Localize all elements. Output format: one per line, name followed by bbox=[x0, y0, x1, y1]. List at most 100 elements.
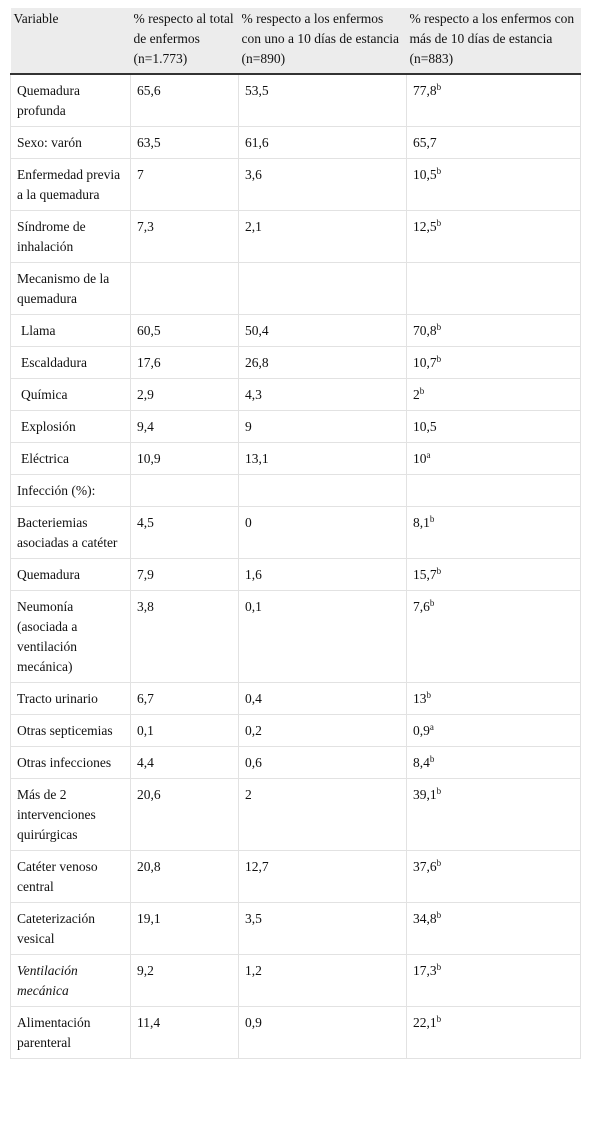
table-row: Infección (%): bbox=[10, 474, 581, 507]
value-cell: 39,1b bbox=[406, 778, 581, 851]
table-row: Mecanismo de la quemadura bbox=[10, 262, 581, 315]
header-cell: % respecto a los enfermos con más de 10 … bbox=[406, 8, 581, 75]
footnote-mark: b bbox=[429, 598, 435, 608]
row-label: Mecanismo de la quemadura bbox=[10, 262, 131, 315]
cell-value: 10,7 bbox=[413, 355, 437, 370]
row-label: Otras septicemias bbox=[10, 714, 131, 747]
value-cell: 20,6 bbox=[130, 778, 239, 851]
row-label: Enfermedad previa a la quemadura bbox=[10, 158, 131, 211]
value-cell: 10,7b bbox=[406, 346, 581, 379]
value-cell: 7,3 bbox=[130, 210, 239, 263]
value-cell: 10,9 bbox=[130, 442, 239, 475]
footnote-mark: b bbox=[436, 962, 442, 972]
value-cell: 0,4 bbox=[238, 682, 407, 715]
value-cell: 17,3b bbox=[406, 954, 581, 1007]
value-cell: 61,6 bbox=[238, 126, 407, 159]
cell-value: 10,5 bbox=[413, 167, 437, 182]
value-cell bbox=[406, 262, 581, 315]
cell-value: 10 bbox=[413, 451, 427, 466]
value-cell: 3,5 bbox=[238, 902, 407, 955]
footnote-mark: b bbox=[436, 1014, 442, 1024]
cell-value: 0,9 bbox=[413, 723, 430, 738]
table-row: Química 2,9 4,3 2b bbox=[10, 378, 581, 411]
value-cell: 0,9a bbox=[406, 714, 581, 747]
row-label: Alimentación parenteral bbox=[10, 1006, 131, 1059]
header-cell: % respecto a los enfermos con uno a 10 d… bbox=[238, 8, 407, 75]
value-cell: 3,8 bbox=[130, 590, 239, 683]
row-label: Sexo: varón bbox=[10, 126, 131, 159]
value-cell: 9,4 bbox=[130, 410, 239, 443]
value-cell: 26,8 bbox=[238, 346, 407, 379]
value-cell: 4,4 bbox=[130, 746, 239, 779]
header-cell: % respecto al total de enfermos (n=1.773… bbox=[130, 8, 239, 75]
value-cell bbox=[130, 474, 239, 507]
value-cell: 0,1 bbox=[130, 714, 239, 747]
value-cell: 53,5 bbox=[238, 73, 407, 127]
value-cell: 2 bbox=[238, 778, 407, 851]
value-cell: 11,4 bbox=[130, 1006, 239, 1059]
value-cell bbox=[238, 474, 407, 507]
value-cell: 60,5 bbox=[130, 314, 239, 347]
cell-value: 12,5 bbox=[413, 219, 437, 234]
value-cell: 1,2 bbox=[238, 954, 407, 1007]
value-cell: 0,9 bbox=[238, 1006, 407, 1059]
value-cell bbox=[130, 262, 239, 315]
value-cell: 4,5 bbox=[130, 506, 239, 559]
value-cell: 9,2 bbox=[130, 954, 239, 1007]
table-row: Alimentación parenteral 11,4 0,9 22,1b bbox=[10, 1006, 581, 1059]
row-label: Infección (%): bbox=[10, 474, 131, 507]
table-row: Enfermedad previa a la quemadura 7 3,6 10,5… bbox=[10, 158, 581, 211]
table-row: Síndrome de inhalación 7,3 2,1 12,5b bbox=[10, 210, 581, 263]
value-cell: 1,6 bbox=[238, 558, 407, 591]
footnote-mark: a bbox=[426, 450, 431, 460]
footnote-mark: b bbox=[436, 82, 442, 92]
value-cell: 37,6b bbox=[406, 850, 581, 903]
value-cell: 13,1 bbox=[238, 442, 407, 475]
table-row: Más de 2 intervenciones quirúrgicas 20,6 2… bbox=[10, 778, 581, 851]
value-cell: 63,5 bbox=[130, 126, 239, 159]
table-row: Ventilación mecánica 9,2 1,2 17,3b bbox=[10, 954, 581, 1007]
footnote-mark: b bbox=[429, 754, 435, 764]
row-label: Más de 2 intervenciones quirúrgicas bbox=[10, 778, 131, 851]
value-cell: 0,6 bbox=[238, 746, 407, 779]
value-cell: 8,4b bbox=[406, 746, 581, 779]
table-row: Bacteriemias asociadas a catéter 4,5 0 8,1b bbox=[10, 506, 581, 559]
value-cell: 20,8 bbox=[130, 850, 239, 903]
row-label: Síndrome de inhalación bbox=[10, 210, 131, 263]
value-cell: 10,5b bbox=[406, 158, 581, 211]
cell-value: 22,1 bbox=[413, 1015, 437, 1030]
data-table: Variable% respecto al total de enfermos … bbox=[10, 8, 581, 1059]
table-row: Otras infecciones 4,4 0,6 8,4b bbox=[10, 746, 581, 779]
table-row: Quemadura profunda 65,6 53,5 77,8b bbox=[10, 73, 581, 127]
footnote-mark: b bbox=[426, 690, 432, 700]
value-cell: 13b bbox=[406, 682, 581, 715]
row-label: Cateterización vesical bbox=[10, 902, 131, 955]
footnote-mark: b bbox=[419, 386, 425, 396]
value-cell: 2,1 bbox=[238, 210, 407, 263]
value-cell: 7,6b bbox=[406, 590, 581, 683]
footnote-mark: b bbox=[436, 354, 442, 364]
row-label: Química bbox=[10, 378, 131, 411]
value-cell: 10a bbox=[406, 442, 581, 475]
cell-value: 15,7 bbox=[413, 567, 437, 582]
value-cell: 34,8b bbox=[406, 902, 581, 955]
footnote-mark: b bbox=[436, 566, 442, 576]
row-label: Escaldadura bbox=[10, 346, 131, 379]
footnote-mark: b bbox=[436, 218, 442, 228]
table-row: Quemadura 7,9 1,6 15,7b bbox=[10, 558, 581, 591]
value-cell: 7,9 bbox=[130, 558, 239, 591]
cell-value: 77,8 bbox=[413, 83, 437, 98]
value-cell: 65,7 bbox=[406, 126, 581, 159]
value-cell: 12,5b bbox=[406, 210, 581, 263]
value-cell: 7 bbox=[130, 158, 239, 211]
header-cell: Variable bbox=[10, 8, 131, 75]
value-cell: 15,7b bbox=[406, 558, 581, 591]
cell-value: 13 bbox=[413, 691, 427, 706]
footnote-mark: b bbox=[436, 166, 442, 176]
value-cell: 2b bbox=[406, 378, 581, 411]
value-cell: 19,1 bbox=[130, 902, 239, 955]
footnote-mark: b bbox=[429, 514, 435, 524]
value-cell: 9 bbox=[238, 410, 407, 443]
value-cell: 8,1b bbox=[406, 506, 581, 559]
